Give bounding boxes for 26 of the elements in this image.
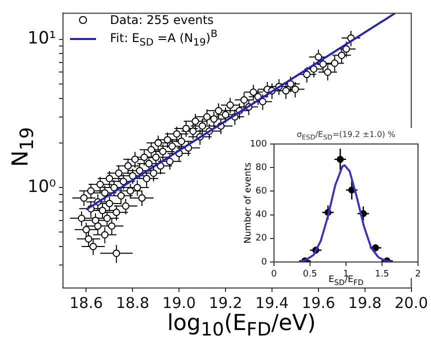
y-tick-label: 10⁰ bbox=[28, 176, 56, 197]
x-tick-label: 19.6 bbox=[302, 294, 336, 312]
y-tick-label: 10¹ bbox=[28, 28, 56, 49]
x-tick-label: 19.0 bbox=[162, 294, 196, 312]
annotation: σ$_{ESD}$/E$_{SD}$=(19.2 ±1.0) % bbox=[296, 130, 396, 142]
y-tick-label: 100 bbox=[250, 139, 268, 150]
y-axis-title: Number of events bbox=[244, 162, 254, 244]
y-tick-label: 80 bbox=[256, 162, 268, 173]
x-tick-label: 20.0 bbox=[394, 294, 428, 312]
x-tick-label: 0 bbox=[271, 270, 278, 280]
x-tick-label: 1.5 bbox=[374, 270, 390, 280]
y-tick-label: 0 bbox=[261, 257, 268, 268]
x-tick-label: 2 bbox=[415, 270, 421, 280]
legend-label: Data: 255 events bbox=[110, 12, 214, 26]
x-tick-label: 0.5 bbox=[302, 270, 318, 280]
x-tick-label: 19.8 bbox=[348, 294, 382, 312]
x-axis-title: E$_{SD}$/E$_{FD}$ bbox=[328, 275, 364, 287]
x-axis-title: log$_{10}$(E$_{FD}$/eV) bbox=[166, 311, 317, 340]
x-tick-label: 19.2 bbox=[208, 294, 242, 312]
legend-label: Fit: E$_{SD}$ =A (N$_{19}$)$^{B}$ bbox=[110, 28, 218, 48]
y-tick-label: 40 bbox=[256, 210, 268, 220]
y-tick-label: 20 bbox=[256, 234, 268, 244]
x-tick-label: 19.4 bbox=[255, 294, 289, 312]
y-tick-label: 60 bbox=[256, 186, 268, 197]
x-tick-label: 18.6 bbox=[70, 294, 103, 312]
x-tick-label: 18.8 bbox=[116, 294, 150, 312]
